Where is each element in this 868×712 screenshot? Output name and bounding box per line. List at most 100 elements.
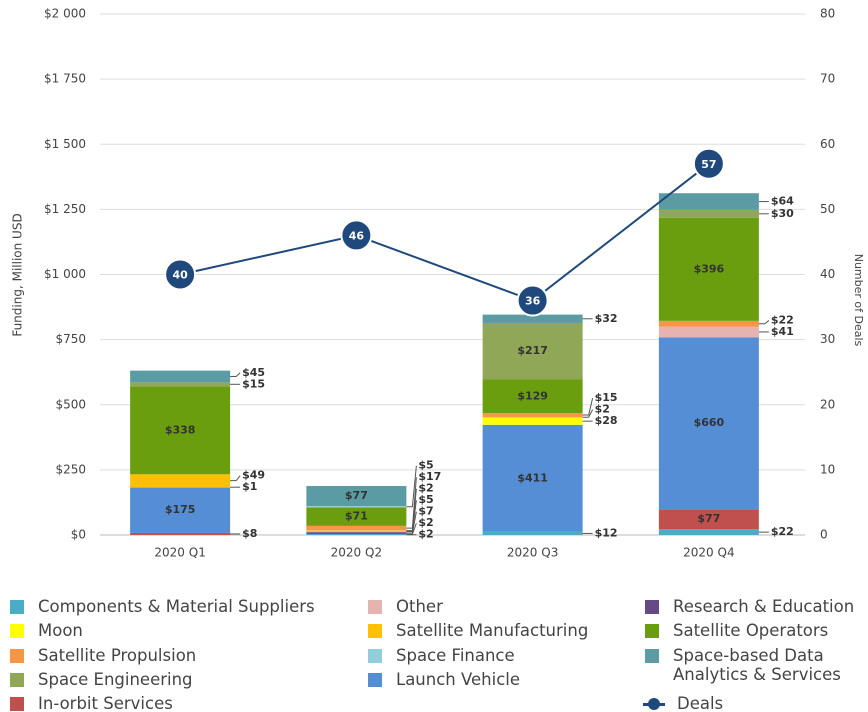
legend-label: Satellite Operators xyxy=(673,621,829,640)
bar-segment xyxy=(306,525,407,531)
bar-segment xyxy=(658,217,759,321)
value-label: $22 xyxy=(771,525,794,538)
leader-line xyxy=(758,320,770,325)
line-marker xyxy=(164,258,197,291)
legend-item: Space Engineering xyxy=(10,670,193,689)
bar-segment xyxy=(658,209,759,218)
line-marker xyxy=(692,147,725,180)
value-label: $2 xyxy=(595,403,610,416)
legend-swatch xyxy=(645,624,659,638)
bar-segment xyxy=(306,532,407,534)
y-axis-title: Funding, Million USD xyxy=(11,213,25,336)
bar-segment xyxy=(482,531,583,535)
leader-line xyxy=(406,523,417,535)
legend-item: Satellite Propulsion xyxy=(10,646,196,665)
legend-item: Space-based Data Analytics & Services xyxy=(645,646,845,684)
bar-segment xyxy=(130,532,231,535)
y-tick-label: $1 250 xyxy=(44,202,86,216)
y-tick-label: $500 xyxy=(55,397,86,411)
y2-tick-label: 80 xyxy=(820,7,835,21)
legend-label: Space-based Data Analytics & Services xyxy=(673,646,841,684)
bar-segment xyxy=(130,474,231,488)
line-value-label: 36 xyxy=(525,295,541,308)
value-label: $64 xyxy=(771,195,794,208)
leader-line xyxy=(406,488,417,532)
bar-segment xyxy=(306,530,407,531)
legend-swatch xyxy=(10,673,24,687)
bar-segment xyxy=(658,320,759,327)
bar-segment xyxy=(482,424,583,532)
legend-swatch xyxy=(643,697,665,711)
legend-label: Satellite Manufacturing xyxy=(396,621,589,640)
legend-item: Launch Vehicle xyxy=(368,670,520,689)
leader-line xyxy=(230,475,241,482)
value-label: $217 xyxy=(517,344,548,357)
x-tick-label: 2020 Q1 xyxy=(154,546,205,560)
y2-axis-title: Number of Deals xyxy=(852,254,865,347)
legend-swatch xyxy=(645,649,659,663)
value-label: $32 xyxy=(595,312,618,325)
legend-label: Launch Vehicle xyxy=(396,670,520,689)
legend-item: Space Finance xyxy=(368,646,515,665)
value-label: $22 xyxy=(771,313,794,326)
leader-line xyxy=(582,398,594,416)
legend-swatch xyxy=(10,624,24,638)
value-label: $411 xyxy=(517,471,548,484)
y-tick-label: $1 750 xyxy=(44,72,86,86)
legend-label: Space Engineering xyxy=(38,670,193,689)
legend-swatch xyxy=(10,697,24,711)
leader-line xyxy=(406,511,417,534)
line xyxy=(179,162,710,302)
value-label: $71 xyxy=(345,510,368,523)
legend-swatch xyxy=(10,649,24,663)
legend-swatch xyxy=(368,673,382,687)
bar-segment xyxy=(482,379,583,414)
bar-segment xyxy=(130,370,231,383)
legend-swatch xyxy=(368,600,382,614)
legend-label: Space Finance xyxy=(396,646,515,665)
value-label: $30 xyxy=(771,207,794,220)
bar-segment xyxy=(306,530,407,533)
value-label: $45 xyxy=(242,366,265,379)
y2-tick-label: 70 xyxy=(820,72,835,86)
value-label: $28 xyxy=(595,414,618,427)
legend-label: In-orbit Services xyxy=(38,694,173,712)
legend-swatch xyxy=(368,649,382,663)
value-label: $77 xyxy=(345,489,368,502)
bar-segment xyxy=(130,386,231,475)
x-tick-label: 2020 Q4 xyxy=(683,546,734,560)
bar-segment xyxy=(482,417,583,425)
value-label: $2 xyxy=(418,482,433,495)
value-label: $2 xyxy=(418,528,433,541)
y2-tick-label: 10 xyxy=(820,462,835,476)
bar-segment xyxy=(130,487,231,533)
line-value-label: 40 xyxy=(172,269,188,282)
value-label: $12 xyxy=(595,526,618,539)
y-tick-label: $1 500 xyxy=(44,137,86,151)
line-value-label: 57 xyxy=(701,158,716,171)
bar-segment xyxy=(130,382,231,387)
value-label: $8 xyxy=(242,527,257,540)
y-tick-label: $750 xyxy=(55,332,86,346)
bar-segment xyxy=(658,193,759,210)
y-tick-label: $0 xyxy=(71,528,86,542)
value-label: $338 xyxy=(165,423,196,436)
legend-item: Moon xyxy=(10,621,83,640)
x-tick-label: 2020 Q2 xyxy=(331,546,382,560)
leader-line xyxy=(406,465,417,508)
legend-label: Other xyxy=(396,597,443,616)
line-marker xyxy=(340,219,373,252)
legend-label: Moon xyxy=(38,621,83,640)
bar-segment xyxy=(482,413,583,417)
value-label: $77 xyxy=(697,512,720,525)
line-marker xyxy=(516,284,549,317)
value-label: $175 xyxy=(165,503,196,516)
bar-segment xyxy=(306,533,407,535)
legend-item: Research & Education xyxy=(645,597,854,616)
value-label: $15 xyxy=(595,391,618,404)
value-label: $660 xyxy=(694,416,725,429)
leader-line xyxy=(406,477,417,529)
value-label: $49 xyxy=(242,469,265,482)
